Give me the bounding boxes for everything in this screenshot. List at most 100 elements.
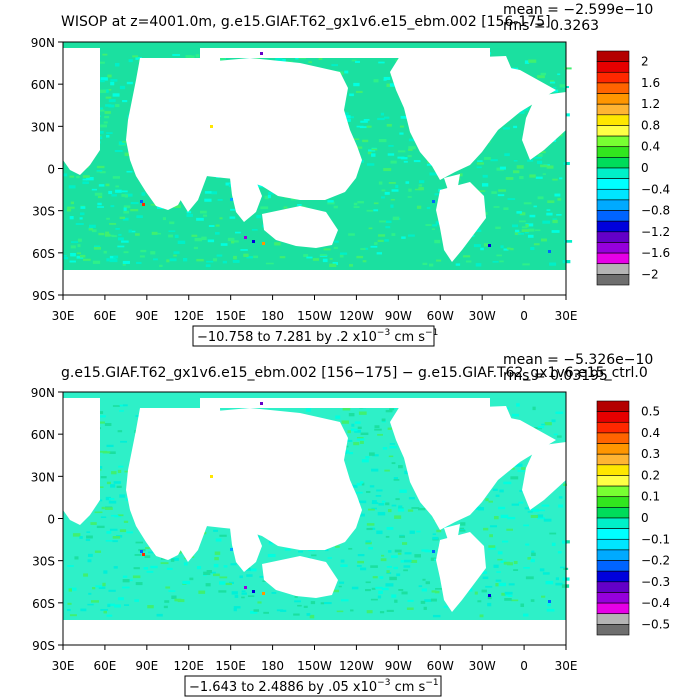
ocean-cell <box>96 169 103 172</box>
ocean-cell <box>106 134 110 138</box>
ocean-cell <box>432 536 439 540</box>
ocean-cell <box>230 208 236 211</box>
ocean-cell <box>372 576 378 579</box>
colorbar-swatch <box>596 274 630 286</box>
ocean-cell <box>394 549 402 553</box>
ocean-cell <box>211 191 218 195</box>
ocean-cell <box>432 614 441 618</box>
ocean-cell <box>386 570 390 574</box>
ocean-cell <box>110 205 115 208</box>
ocean-cell <box>535 176 543 179</box>
ocean-cell <box>378 181 383 185</box>
ocean-cell <box>358 411 367 415</box>
ocean-cell <box>496 254 503 257</box>
ocean-cell <box>554 193 561 197</box>
ocean-cell <box>115 185 119 188</box>
colorbar-swatch <box>596 602 630 615</box>
ocean-cell <box>117 245 125 248</box>
panel-bottom-map <box>62 391 570 646</box>
ocean-cell <box>366 125 372 128</box>
ocean-cell <box>168 590 176 592</box>
ocean-cell <box>360 567 367 571</box>
ocean-cell <box>294 595 298 598</box>
x-tick-label: 180 <box>261 309 284 323</box>
ocean-cell <box>200 210 207 214</box>
ocean-cell <box>356 438 365 441</box>
ocean-cell <box>70 201 75 205</box>
ocean-cell <box>66 608 71 612</box>
speckle-cell <box>230 198 233 201</box>
ocean-cell <box>214 232 220 235</box>
ocean-cell <box>523 202 532 205</box>
ocean-cell <box>388 181 396 184</box>
ocean-cell <box>555 582 563 586</box>
panel-top-x-ticks: 30E 60E 90E 120E 150E 180 150W 120W 90W 60W 30W 0 30… <box>52 295 577 323</box>
ocean-cell <box>493 206 500 208</box>
x-tick-label: 90W <box>385 659 412 673</box>
ocean-cell <box>521 229 530 232</box>
colorbar-swatch <box>596 549 630 561</box>
ocean-cell <box>124 194 129 198</box>
ocean-cell <box>353 442 360 446</box>
ocean-cell <box>511 413 520 417</box>
ocean-cell <box>396 573 401 577</box>
ocean-cell <box>189 577 194 581</box>
ocean-cell <box>134 599 139 602</box>
colorbar-label: −1.2 <box>641 225 670 239</box>
ocean-cell <box>403 565 411 568</box>
ocean-cell <box>506 247 511 250</box>
ocean-cell <box>371 468 379 472</box>
ocean-cell <box>503 127 510 130</box>
panel-bottom-range-frame <box>184 675 442 697</box>
ocean-cell <box>119 404 126 407</box>
ocean-cell <box>76 175 80 179</box>
ocean-cell <box>377 117 385 121</box>
ocean-cell <box>100 516 107 518</box>
ocean-cell <box>352 138 360 140</box>
ocean-cell <box>105 104 112 107</box>
colorbar-swatch <box>596 443 630 455</box>
ocean-cell <box>117 597 124 601</box>
colorbar-swatch <box>596 528 630 540</box>
ocean-cell <box>479 571 488 574</box>
ocean-cell <box>107 74 112 78</box>
ocean-cell <box>376 252 382 255</box>
ocean-cell <box>378 503 385 506</box>
ocean-cell <box>393 566 399 570</box>
colorbar-label: −0.8 <box>641 204 670 218</box>
ocean-cell <box>478 507 485 511</box>
ocean-cell <box>86 531 91 533</box>
ocean-cell <box>122 217 129 221</box>
ocean-cell <box>275 57 283 61</box>
ocean-cell <box>386 526 394 530</box>
speckle-cell <box>260 402 263 405</box>
ocean-cell <box>558 504 563 508</box>
ocean-cell <box>191 234 198 237</box>
ocean-cell <box>525 224 529 228</box>
ocean-cell <box>97 206 105 208</box>
x-tick-label: 180 <box>261 659 284 673</box>
ocean-cell <box>117 514 124 517</box>
ocean-cell <box>504 153 510 157</box>
ocean-cell <box>109 223 117 225</box>
ocean-cell <box>400 560 405 563</box>
ocean-cell <box>354 429 361 433</box>
y-tick-label: 90S <box>32 289 55 303</box>
ocean-cell <box>370 245 378 248</box>
colorbar-swatch <box>596 613 630 625</box>
ocean-cell <box>339 254 344 258</box>
ocean-cell <box>376 530 383 535</box>
ocean-cell <box>98 421 105 424</box>
colorbar-swatch <box>596 61 630 73</box>
ocean-cell <box>141 192 146 196</box>
ocean-cell <box>255 184 263 188</box>
ocean-cell <box>485 498 489 502</box>
ocean-cell <box>82 258 91 261</box>
ocean-cell <box>533 205 537 208</box>
ocean-cell <box>171 595 177 599</box>
ocean-cell <box>205 583 211 587</box>
ocean-cell <box>205 264 211 268</box>
ocean-cell <box>241 590 246 593</box>
ocean-cell <box>525 543 530 546</box>
ocean-cell <box>198 590 206 594</box>
